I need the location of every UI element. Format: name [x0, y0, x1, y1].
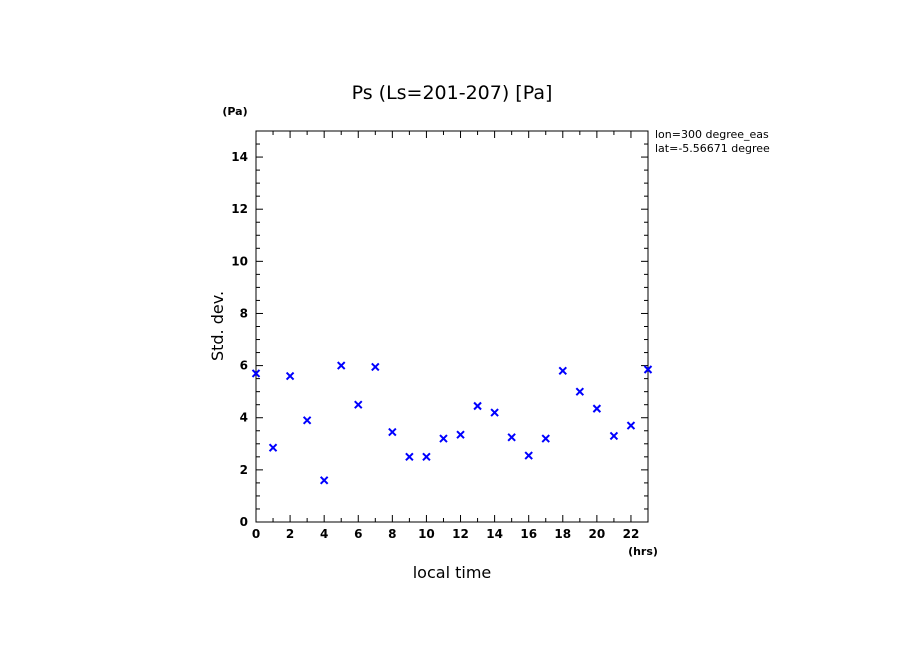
data-points	[251, 361, 653, 485]
y-unit-label: (Pa)	[222, 105, 247, 118]
x-tick-label: 10	[418, 527, 435, 541]
data-point-marker	[302, 416, 312, 425]
x-tick-label: 4	[320, 527, 328, 541]
y-tick-label: 4	[240, 411, 248, 425]
data-point-marker	[405, 452, 414, 462]
data-point-marker	[575, 387, 585, 396]
data-point-marker	[422, 452, 431, 462]
y-axis-label: Std. dev.	[208, 291, 227, 361]
x-tick-label: 6	[354, 527, 362, 541]
data-point-marker	[251, 369, 261, 378]
data-point-marker	[609, 431, 619, 441]
x-tick-label: 2	[286, 527, 294, 541]
chart-title: Ps (Ls=201-207) [Pa]	[352, 82, 553, 104]
data-point-marker	[371, 362, 380, 372]
y-tick-label: 12	[231, 202, 248, 216]
x-tick-label: 0	[252, 527, 260, 541]
annotation-lon: lon=300 degree_eas	[655, 128, 769, 141]
data-point-marker	[354, 400, 363, 409]
data-point-marker	[388, 427, 397, 437]
data-point-marker	[490, 408, 499, 417]
y-tick-label: 0	[240, 515, 248, 529]
data-point-marker	[643, 365, 653, 374]
x-tick-label: 8	[388, 527, 396, 541]
data-point-marker	[524, 451, 533, 460]
x-tick-label: 18	[554, 527, 571, 541]
x-tick-label: 16	[520, 527, 537, 541]
y-tick-label: 14	[231, 150, 248, 164]
x-tick-label: 22	[623, 527, 640, 541]
data-point-marker	[319, 476, 329, 485]
data-point-marker	[337, 361, 346, 370]
x-tick-label: 20	[589, 527, 606, 541]
data-point-marker	[592, 404, 602, 413]
data-point-marker	[558, 366, 567, 376]
data-point-marker	[439, 434, 448, 443]
data-point-marker	[456, 430, 465, 439]
y-tick-label: 10	[231, 254, 248, 268]
data-point-marker	[268, 443, 278, 452]
data-point-marker	[285, 371, 295, 381]
y-tick-label: 2	[240, 463, 248, 477]
x-unit-label: (hrs)	[628, 545, 658, 558]
plot-frame	[255, 130, 649, 523]
annotation-lat: lat=-5.56671 degree	[655, 142, 770, 155]
data-point-marker	[507, 433, 516, 442]
data-point-marker	[473, 401, 482, 411]
data-point-marker	[541, 434, 550, 443]
x-tick-label: 14	[486, 527, 503, 541]
x-axis-label: local time	[413, 563, 492, 582]
y-tick-label: 6	[240, 359, 248, 373]
y-tick-label: 8	[240, 306, 248, 320]
axes: 0 2 4 6 8 10 12 14 16 18 20 22 0 2 4 6 8 10 12 14	[231, 130, 649, 541]
data-point-marker	[626, 421, 636, 430]
x-tick-label: 12	[452, 527, 469, 541]
